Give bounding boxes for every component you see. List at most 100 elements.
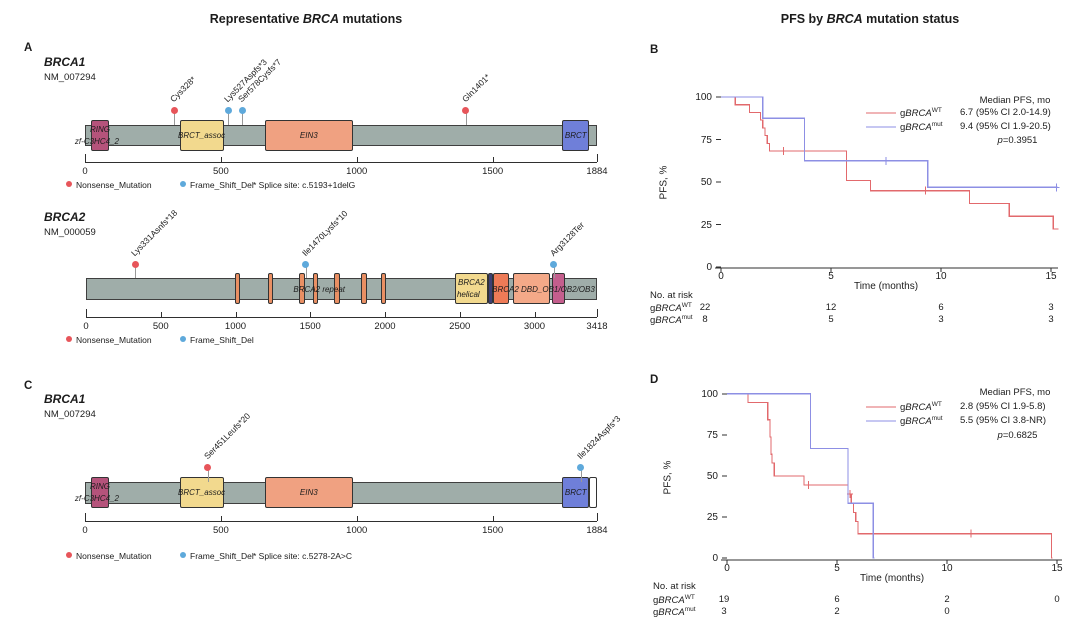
domain-box-block-A2-9 — [493, 273, 510, 304]
km-curve-B-mut — [721, 96, 1058, 188]
domain-box-block-A2-5 — [361, 273, 367, 304]
mutation-stem-C1-1 — [580, 470, 582, 482]
risk-value-D-0-2: 2 — [944, 594, 950, 605]
axis-tick-label-A1-1000: 1000 — [346, 166, 368, 177]
risk-row-label-B-mut: gBRCAmut — [650, 314, 693, 327]
domain-box-block-A2-11 — [552, 273, 566, 304]
axis-tick-A2-3000 — [534, 312, 536, 317]
risk-row-label-D-wt: gBRCAWT — [653, 594, 695, 607]
axis-tick-A2-500 — [160, 312, 162, 317]
splice-note-A1: * Splice site: c.5193+1delG — [253, 180, 356, 190]
domain-box-EIN3-C1-2 — [264, 477, 353, 508]
lollipop-legend-item-A1-1: Frame_Shift_Del — [180, 180, 254, 190]
km-y-tick-label-B-75: 75 — [700, 134, 712, 146]
risk-value-B-1-3: 3 — [1048, 314, 1054, 325]
km-y-tick-label-B-100: 100 — [695, 92, 712, 103]
domain-sublabel-A2-7: helical — [456, 290, 480, 299]
axis-tick-label-A2-2500: 2500 — [449, 321, 471, 332]
lollipop-legend-item-C1-0: Nonsense_Mutation — [66, 551, 152, 561]
domain-box-BRCA2-A2-7 — [454, 273, 489, 304]
axis-tick-A2-2000 — [385, 312, 386, 317]
axis-tick-label-C1-500: 500 — [212, 525, 229, 536]
mutation-dot-frameshift-A2-1 — [302, 260, 310, 268]
domain-label-A1-3: BRCT — [564, 131, 587, 140]
risk-value-D-0-3: 0 — [1054, 594, 1060, 605]
domain-label-A2-7: BRCA2 — [457, 278, 485, 287]
km-x-tick-label-B-15: 15 — [1045, 271, 1057, 282]
mutation-stem-A1-1 — [228, 113, 230, 125]
km-y-axis-title-D: PFS, % — [662, 460, 674, 495]
domain-box-block-A2-1 — [267, 273, 274, 304]
km-p-value-D: p=0.6825 — [997, 430, 1038, 441]
km-x-axis-title-D: Time (months) — [859, 573, 925, 584]
domain-box-block-A2-6 — [380, 273, 387, 304]
domain-box-BRCT_assoc-C1-1 — [179, 477, 224, 508]
lollipop-legend-item-A2-1: Frame_Shift_Del — [180, 335, 254, 345]
domain-label-A1-2: EIN3 — [299, 131, 318, 140]
mutation-stem-A2-1 — [305, 267, 307, 278]
km-y-tick-label-D-75: 75 — [706, 429, 718, 441]
mutation-dot-nonsense-A2-0 — [131, 260, 139, 268]
transcript-id-A1: NM_007294 — [44, 72, 96, 83]
risk-value-D-1-2: 0 — [944, 606, 950, 617]
risk-value-D-0-1: 6 — [834, 594, 840, 605]
km-legend-median-D-wt: 2.8 (95% CI 1.9-5.8) — [960, 401, 1046, 412]
km-legend-name-B-mut: gBRCAmut — [900, 121, 943, 134]
km-y-tick-label-B-25: 25 — [700, 219, 712, 231]
domain-sublabel-A1-0: zf-C3HC4_2 — [74, 137, 119, 146]
km-x-tick-label-D-5: 5 — [834, 563, 840, 574]
risk-value-B-0-3: 3 — [1048, 302, 1054, 313]
mutation-stem-A2-0 — [135, 267, 137, 278]
right-title-post: mutation status — [862, 12, 960, 26]
km-legend-median-D-mut: 5.5 (95% CI 3.8-NR) — [960, 415, 1047, 426]
right-figure-title: PFS by BRCA mutation status — [650, 12, 1090, 26]
km-curve-D-mut — [727, 393, 875, 559]
mutation-dot-frameshift-A1-1 — [224, 106, 232, 114]
domain-box-block-A2-10 — [513, 273, 551, 304]
transcript-id-A2: NM_000059 — [44, 227, 96, 238]
km-y-tick-label-B-0: 0 — [706, 262, 712, 273]
km-x-tick-label-B-0: 0 — [718, 271, 724, 282]
domain-box-block-A2-4 — [334, 273, 340, 304]
km-legend-header-B: Median PFS, mo — [979, 95, 1051, 106]
mutation-dot-frameshift-A1-2 — [238, 106, 246, 114]
domain-box-BRCT-A1-3 — [562, 120, 590, 151]
risk-value-B-0-1: 12 — [825, 302, 837, 313]
km-y-tick-label-D-50: 50 — [706, 470, 718, 482]
km-legend-name-D-wt: gBRCAWT — [900, 401, 942, 414]
axis-tick-C1-0 — [85, 513, 86, 521]
axis-tick-label-A1-1500: 1500 — [482, 166, 504, 177]
axis-tick-label-A2-0: 0 — [83, 321, 89, 332]
panel-label-a: A — [24, 42, 33, 54]
domain-box-RING-C1-0 — [90, 477, 109, 508]
km-legend-median-B-wt: 6.7 (95% CI 2.0-14.9) — [960, 107, 1051, 118]
axis-tick-label-A1-500: 500 — [212, 166, 229, 177]
domain-sublabel-C1-0: zf-C3HC4_2 — [74, 494, 119, 503]
axis-tick-A1-1500 — [492, 157, 494, 162]
km-legend-name-D-mut: gBRCAmut — [900, 415, 943, 428]
axis-tick-A2-1000 — [235, 312, 237, 317]
domain-box-block-A2-8 — [488, 273, 494, 304]
axis-tick-A1-1000 — [356, 157, 358, 162]
mutation-stem-A1-2 — [242, 113, 244, 125]
axis-tick-C1-1500 — [492, 516, 494, 521]
gene-name-C1: BRCA1 — [44, 392, 86, 406]
axis-tick-A1-500 — [220, 157, 222, 162]
frameshift-legend-dot — [180, 552, 186, 558]
axis-tick-A2-2500 — [459, 312, 461, 317]
axis-tick-label-C1-1884: 1884 — [586, 525, 608, 536]
axis-tick-A1-0 — [85, 154, 86, 162]
domain-box-BRCT-C1-3 — [562, 477, 590, 508]
lollipop-axis-A2 — [86, 317, 597, 318]
panel-label-c: C — [24, 380, 33, 392]
domain-box-block-A2-0 — [235, 273, 241, 304]
axis-tick-label-A2-3418: 3418 — [586, 321, 608, 332]
risk-row-label-B-wt: gBRCAWT — [650, 302, 692, 315]
risk-value-D-0-0: 19 — [718, 594, 730, 605]
lollipop-axis-A1 — [85, 162, 597, 163]
risk-row-label-D-mut: gBRCAmut — [653, 606, 696, 619]
domain-label-C1-2: EIN3 — [299, 488, 318, 497]
risk-table-title-B: No. at risk — [650, 290, 693, 301]
km-legend-header-D: Median PFS, mo — [979, 387, 1051, 398]
